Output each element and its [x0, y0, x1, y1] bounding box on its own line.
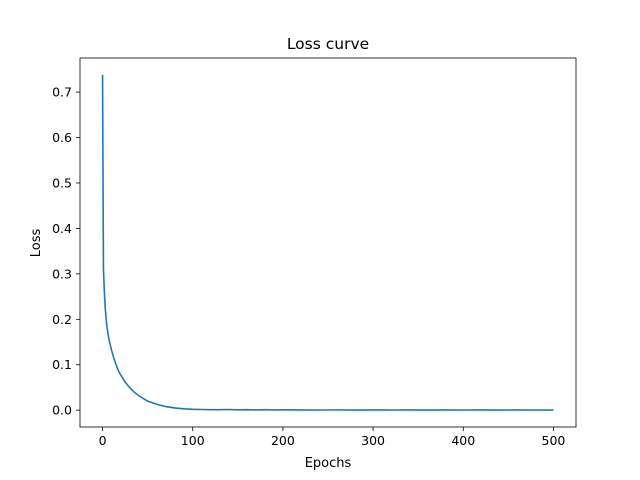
y-tick-label: 0.1 — [52, 357, 72, 372]
y-tick-label: 0.6 — [52, 130, 72, 145]
x-tick-label: 200 — [271, 433, 295, 448]
chart-title: Loss curve — [287, 35, 369, 53]
x-tick-label: 300 — [361, 433, 385, 448]
y-tick-label: 0.2 — [52, 312, 72, 327]
y-axis-label: Loss — [29, 229, 44, 258]
plot-frame — [79, 57, 577, 428]
y-axis: 0.0 0.1 0.2 0.3 0.4 0.5 0.6 0.7 — [52, 85, 80, 418]
series-line-loss — [101, 74, 554, 411]
y-tick-label: 0.3 — [52, 266, 72, 281]
x-axis-label: Epochs — [305, 456, 352, 471]
y-tick-label: 0.7 — [52, 85, 72, 100]
x-axis: 0 100 200 300 400 500 — [99, 427, 566, 448]
y-tick-label: 0.4 — [52, 221, 72, 236]
x-tick-label: 0 — [99, 433, 107, 448]
y-tick-label: 0.0 — [52, 403, 72, 418]
y-tick-label: 0.5 — [52, 175, 72, 190]
x-tick-label: 400 — [451, 433, 475, 448]
x-tick-label: 500 — [542, 433, 566, 448]
x-tick-label: 100 — [181, 433, 205, 448]
